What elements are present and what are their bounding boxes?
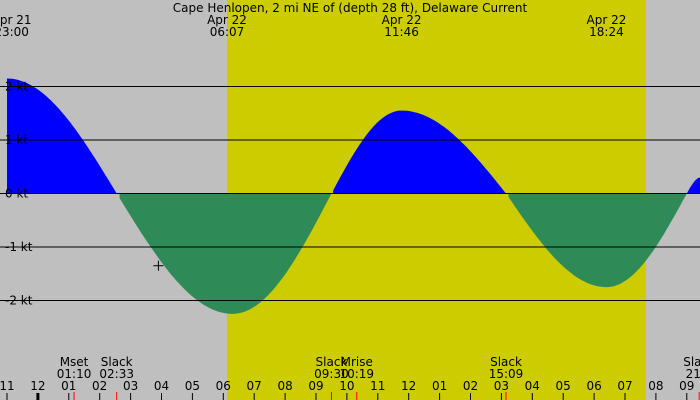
- top-time-label: 11:46: [384, 25, 419, 39]
- y-tick-label: 1 kt: [5, 133, 28, 147]
- hour-tick-label: 01: [432, 379, 447, 393]
- event-name-label: Mset: [60, 355, 89, 369]
- y-tick-label: -1 kt: [5, 240, 33, 254]
- hour-tick-label: 11: [0, 379, 15, 393]
- top-date-label: Apr 22: [382, 13, 422, 27]
- flood-area-8: [687, 177, 700, 194]
- hour-tick-label: 03: [123, 379, 138, 393]
- event-name-label: Mrise: [341, 355, 373, 369]
- y-tick-label: -2 kt: [5, 294, 33, 308]
- hour-tick-label: 10: [339, 379, 354, 393]
- chart-title: Cape Henlopen, 2 mi NE of (depth 28 ft),…: [173, 1, 528, 15]
- flood-area-0: [7, 78, 117, 194]
- hour-tick-label: 08: [648, 379, 663, 393]
- top-time-label: 18:24: [589, 25, 624, 39]
- flood-area-4: [333, 110, 506, 194]
- event-time-label: 10:19: [339, 367, 374, 381]
- hour-tick-label: 01: [61, 379, 76, 393]
- event-name-label: Slack: [101, 355, 133, 369]
- hour-tick-label: 08: [277, 379, 292, 393]
- hour-tick-label: 07: [617, 379, 632, 393]
- event-name-label: Slack: [683, 355, 700, 369]
- event-labels: Mset01:10Slack02:33Slack09:30Mrise10:19S…: [57, 355, 700, 400]
- event-time-label: 01:10: [57, 367, 92, 381]
- event-time-label: 15:09: [489, 367, 524, 381]
- hour-tick-label: 03: [494, 379, 509, 393]
- hour-tick-label: 04: [154, 379, 169, 393]
- hour-tick-label: 07: [247, 379, 262, 393]
- event-time-label: 09:30: [314, 367, 349, 381]
- hour-tick-label: 12: [30, 379, 45, 393]
- ebb-area-2: [119, 193, 332, 314]
- top-date-label: Apr 21: [0, 13, 32, 27]
- top-time-label: 23:00: [0, 25, 29, 39]
- hour-tick-label: 05: [185, 379, 200, 393]
- ebb-area-6: [508, 193, 687, 288]
- y-tick-label: 2 kt: [5, 80, 28, 94]
- event-time-label: 02:33: [99, 367, 134, 381]
- top-date-label: Apr 22: [587, 13, 627, 27]
- hour-tick-label: 02: [463, 379, 478, 393]
- hour-axis: 11 12 01 02 03 04 05 06 07 08 09 10 11 12 01 02 03 04 05 06…: [0, 379, 694, 400]
- hour-tick-label: 06: [586, 379, 601, 393]
- hour-tick-label: 12: [401, 379, 416, 393]
- y-axis-labels: 2 kt 1 kt 0 kt -1 kt -2 kt: [5, 80, 33, 308]
- event-time-label: 21:1: [686, 367, 700, 381]
- hour-tick-label: 02: [92, 379, 107, 393]
- top-date-label: Apr 22: [207, 13, 247, 27]
- hour-tick-label: 09: [308, 379, 323, 393]
- gridlines: [0, 86, 700, 301]
- y-tick-label: 0 kt: [5, 187, 28, 201]
- hour-tick-label: 09: [679, 379, 694, 393]
- top-time-label: 06:07: [210, 25, 245, 39]
- event-name-label: Slack: [490, 355, 522, 369]
- current-areas: [7, 78, 700, 314]
- hour-tick-label: 05: [556, 379, 571, 393]
- event-name-label: Slack: [316, 355, 348, 369]
- hour-tick-label: 11: [370, 379, 385, 393]
- cursor-marker: [153, 260, 164, 271]
- hour-tick-label: 06: [216, 379, 231, 393]
- hour-tick-label: 04: [525, 379, 540, 393]
